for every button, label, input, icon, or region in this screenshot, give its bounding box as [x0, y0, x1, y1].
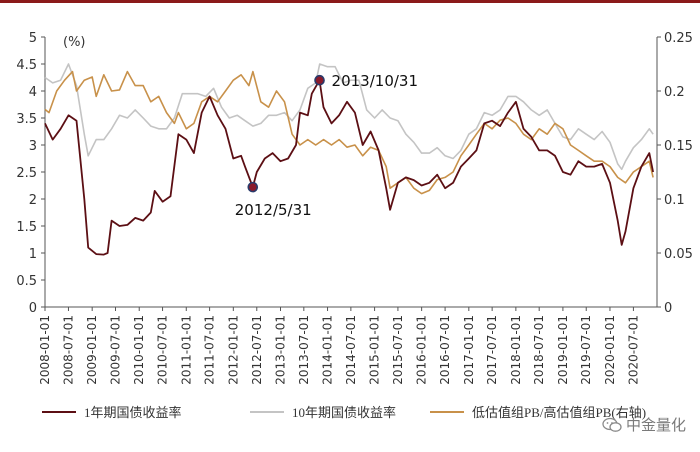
x-tick-label: 2012-01-01	[226, 315, 240, 385]
x-tick-label: 2008-07-01	[61, 315, 75, 385]
legend-label-1y: 1年期国债收益率	[84, 405, 182, 420]
left-tick-label: 0	[29, 301, 37, 316]
right-tick-label: 0.2	[664, 85, 685, 100]
legend-label-10y: 10年期国债收益率	[292, 405, 397, 420]
legend-item-1y: 1年期国债收益率	[42, 402, 182, 421]
legend-item-10y: 10年期国债收益率	[250, 402, 396, 421]
series-pb-ratio	[44, 70, 654, 195]
right-tick-label: 0.05	[664, 247, 693, 262]
legend: 1年期国债收益率 10年期国债收益率 低估值组PB/高估值组PB(右轴)	[28, 402, 700, 422]
legend-swatch-1y	[42, 410, 76, 413]
x-tick-label: 2008-01-01	[38, 315, 52, 385]
x-tick-label: 2019-07-01	[579, 315, 593, 385]
legend-swatch-pb	[430, 410, 464, 413]
x-tick-label: 2020-01-01	[603, 315, 617, 385]
legend-label-pb: 低估值组PB/高估值组PB(右轴)	[472, 405, 647, 420]
x-tick-label: 2018-07-01	[532, 315, 546, 385]
left-tick-label: 5	[29, 31, 37, 46]
legend-item-pb: 低估值组PB/高估值组PB(右轴)	[430, 402, 646, 421]
right-tick-label: 0.15	[664, 139, 693, 154]
x-tick-label: 2019-01-01	[556, 315, 570, 385]
x-tick-label: 2018-01-01	[509, 315, 523, 385]
watermark: 中金量化	[602, 414, 686, 435]
x-tick-label: 2016-01-01	[415, 315, 429, 385]
annotation-marker	[314, 74, 325, 86]
series-1y-yield	[44, 79, 654, 256]
x-tick-label: 2016-07-01	[438, 315, 452, 385]
x-tick-label: 2011-07-01	[203, 315, 217, 385]
x-tick-label: 2017-01-01	[462, 315, 476, 385]
x-tick-label: 2015-07-01	[391, 315, 405, 385]
x-tick-label: 2010-01-01	[132, 315, 146, 385]
annotation-label: 2013/10/31	[332, 72, 418, 90]
x-tick-label: 2010-07-01	[156, 315, 170, 385]
x-tick-label: 2009-07-01	[109, 315, 123, 385]
left-axis-unit: (%)	[63, 35, 86, 50]
line-chart: 0 0.5 1 1.5 2 2.5 3 3.5 4 4.5 5 0 0.05 0.1 0.15 0.2 0.2…	[16, 31, 693, 385]
annotation-label: 2012/5/31	[235, 201, 312, 219]
x-tick-label: 2012-07-01	[250, 315, 264, 385]
wechat-icon	[602, 417, 622, 432]
series-layer	[44, 63, 654, 256]
annotation-layer: 2012/5/31 2013/10/31	[235, 72, 418, 219]
left-tick-label: 1.5	[16, 220, 37, 235]
x-tick-label: 2013-01-01	[273, 315, 287, 385]
x-tick-label: 2020-07-01	[626, 315, 640, 385]
legend-swatch-10y	[250, 410, 284, 413]
left-tick-label: 3	[29, 139, 37, 154]
x-tick-label: 2014-01-01	[321, 315, 335, 385]
x-tick-label: 2015-01-01	[368, 315, 382, 385]
left-axis: 0 0.5 1 1.5 2 2.5 3 3.5 4 4.5 5	[16, 31, 46, 316]
right-tick-label: 0.1	[664, 193, 685, 208]
left-tick-label: 3.5	[16, 112, 37, 127]
x-tick-label: 2014-07-01	[344, 315, 358, 385]
right-tick-label: 0.25	[664, 31, 693, 46]
left-tick-label: 1	[29, 247, 37, 262]
x-tick-label: 2013-07-01	[297, 315, 311, 385]
left-tick-label: 2.5	[16, 166, 37, 181]
right-tick-label: 0	[664, 301, 672, 316]
left-tick-label: 4.5	[16, 58, 37, 73]
x-axis: 2008-01-01 2008-07-01 2009-01-01 2009-07-01…	[38, 306, 657, 385]
annotation-marker	[247, 181, 259, 193]
top-rule	[0, 0, 700, 3]
x-tick-label: 2009-01-01	[85, 315, 99, 385]
watermark-text: 中金量化	[625, 416, 686, 434]
series-10y-yield	[44, 63, 654, 171]
left-tick-label: 2	[29, 193, 37, 208]
x-tick-label: 2017-07-01	[485, 315, 499, 385]
left-tick-label: 0.5	[16, 274, 37, 289]
left-tick-label: 4	[29, 85, 37, 100]
x-tick-label: 2011-01-01	[179, 315, 193, 385]
right-axis: 0 0.05 0.1 0.15 0.2 0.25	[656, 31, 693, 316]
